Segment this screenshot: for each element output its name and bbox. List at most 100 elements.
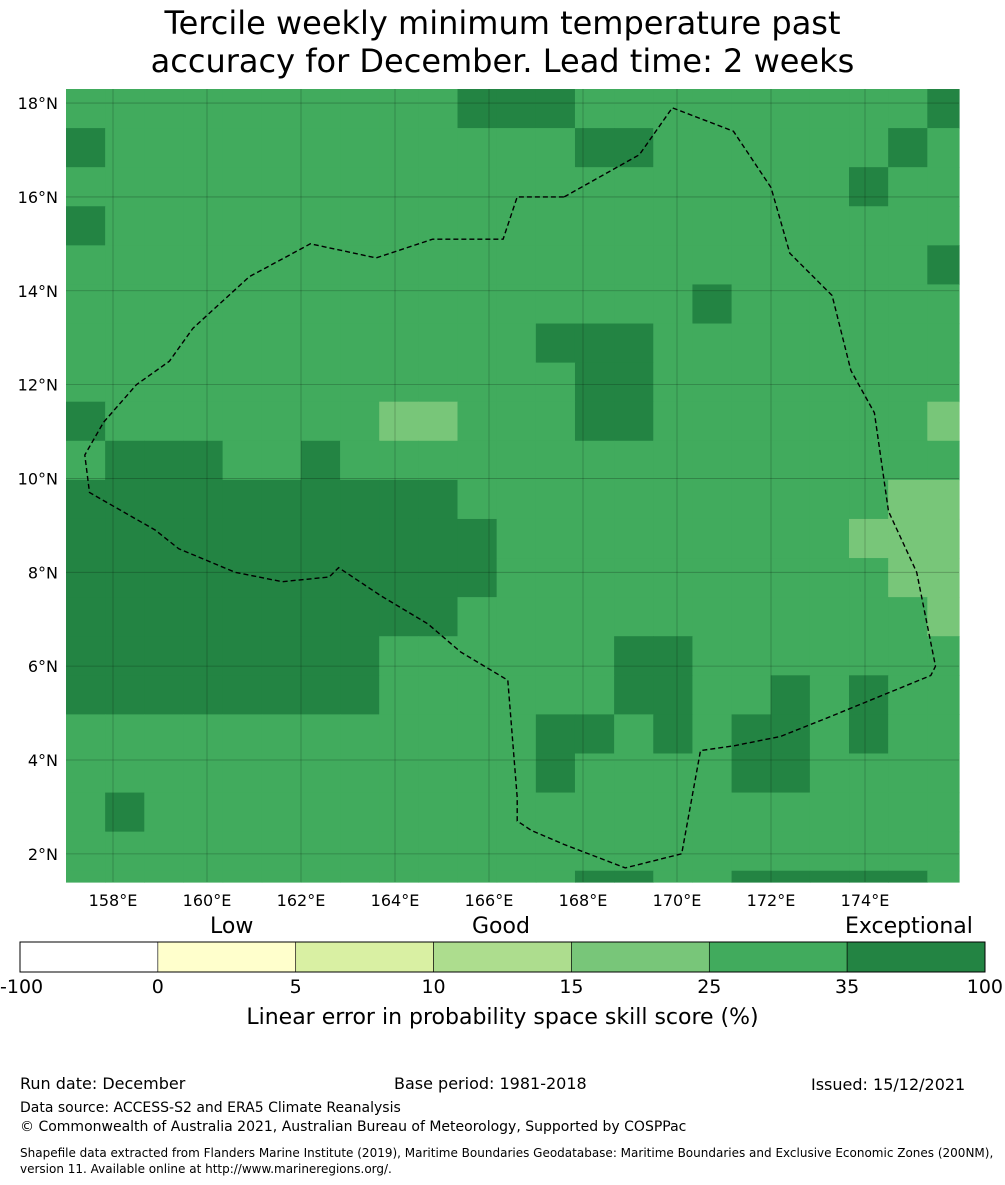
skill-cell <box>457 440 498 481</box>
skill-cell <box>927 167 960 207</box>
skill-cell <box>340 128 380 168</box>
skill-cell <box>770 636 811 676</box>
skill-cell <box>183 128 224 168</box>
skill-cell <box>809 558 850 598</box>
skill-cell <box>535 792 576 833</box>
skill-cell <box>574 128 615 168</box>
skill-cell <box>379 831 419 872</box>
skill-cell <box>927 831 960 872</box>
skill-cell <box>927 558 960 598</box>
skill-cell <box>888 831 928 872</box>
skill-cell <box>261 597 302 637</box>
skill-cell <box>379 792 419 833</box>
skill-cell <box>340 362 380 403</box>
skill-cell <box>574 597 615 637</box>
skill-cell <box>261 206 302 246</box>
skill-cell <box>809 479 850 520</box>
skill-cell <box>692 831 733 872</box>
skill-cell <box>418 714 459 755</box>
skill-cell <box>849 753 889 794</box>
skill-cell <box>731 675 772 715</box>
shapefile-credit-line-1: Shapefile data extracted from Flanders M… <box>20 1146 994 1160</box>
skill-cell <box>731 479 772 520</box>
skill-cell <box>927 89 960 129</box>
skill-cell <box>927 597 960 637</box>
skill-cell <box>418 362 459 403</box>
colorbar-segment <box>571 941 710 973</box>
skill-cell <box>614 714 654 755</box>
skill-cell <box>457 323 498 364</box>
skill-cell <box>692 362 733 403</box>
skill-cell <box>849 831 889 872</box>
skill-cell <box>379 440 419 481</box>
skill-cell <box>144 870 185 883</box>
skill-cell <box>66 284 106 325</box>
skill-cell <box>849 675 889 715</box>
skill-cell <box>692 206 733 246</box>
skill-cell <box>770 167 811 207</box>
latitude-tick-label: 18°N <box>18 94 58 113</box>
skill-cell <box>340 792 380 833</box>
skill-cell <box>849 518 889 559</box>
skill-cell <box>888 284 928 325</box>
skill-cell <box>105 440 145 481</box>
skill-cell <box>692 128 733 168</box>
skill-cell <box>849 362 889 403</box>
skill-cell <box>144 323 185 364</box>
skill-cell <box>535 323 576 364</box>
skill-cell <box>222 323 263 364</box>
skill-cell <box>379 206 419 246</box>
skill-cell <box>144 479 185 520</box>
skill-cell <box>496 831 537 872</box>
skill-cell <box>731 401 772 442</box>
skill-cell <box>105 206 145 246</box>
skill-cell <box>66 128 106 168</box>
skill-cell <box>183 831 224 872</box>
skill-cell <box>144 362 185 403</box>
skill-cell <box>614 206 654 246</box>
skill-cell <box>105 245 145 286</box>
skill-cell <box>496 401 537 442</box>
skill-cell <box>614 753 654 794</box>
skill-cell <box>809 675 850 715</box>
skill-cell <box>379 870 419 883</box>
skill-cell <box>888 245 928 286</box>
skill-cell <box>300 362 341 403</box>
skill-cell <box>888 89 928 129</box>
skill-cell <box>496 636 537 676</box>
skill-cell <box>927 479 960 520</box>
skill-cell <box>888 753 928 794</box>
skill-cell <box>144 675 185 715</box>
skill-cell <box>535 558 576 598</box>
skill-cell <box>144 401 185 442</box>
skill-cell <box>340 753 380 794</box>
skill-cell <box>770 792 811 833</box>
skill-cell <box>653 558 694 598</box>
skill-cell <box>340 831 380 872</box>
base-period: Base period: 1981-2018 <box>394 1074 587 1093</box>
skill-cell <box>574 89 615 129</box>
title-line-2: accuracy for December. Lead time: 2 week… <box>150 42 855 80</box>
skill-cell <box>535 714 576 755</box>
skill-cell <box>535 440 576 481</box>
skill-cell <box>731 323 772 364</box>
skill-cell <box>222 870 263 883</box>
skill-cell <box>340 284 380 325</box>
skill-cell <box>927 636 960 676</box>
skill-cell <box>653 870 694 883</box>
skill-cell <box>535 206 576 246</box>
skill-cell <box>770 284 811 325</box>
skill-cell <box>731 792 772 833</box>
skill-cell <box>183 167 224 207</box>
skill-cell <box>300 675 341 715</box>
skill-cell <box>66 870 106 883</box>
skill-cell <box>457 753 498 794</box>
skill-cell <box>614 167 654 207</box>
skill-cell <box>183 597 224 637</box>
skill-cell <box>927 792 960 833</box>
skill-cell <box>731 128 772 168</box>
skill-cell <box>809 89 850 129</box>
skill-cell <box>535 245 576 286</box>
skill-cell <box>849 479 889 520</box>
skill-cell <box>261 128 302 168</box>
